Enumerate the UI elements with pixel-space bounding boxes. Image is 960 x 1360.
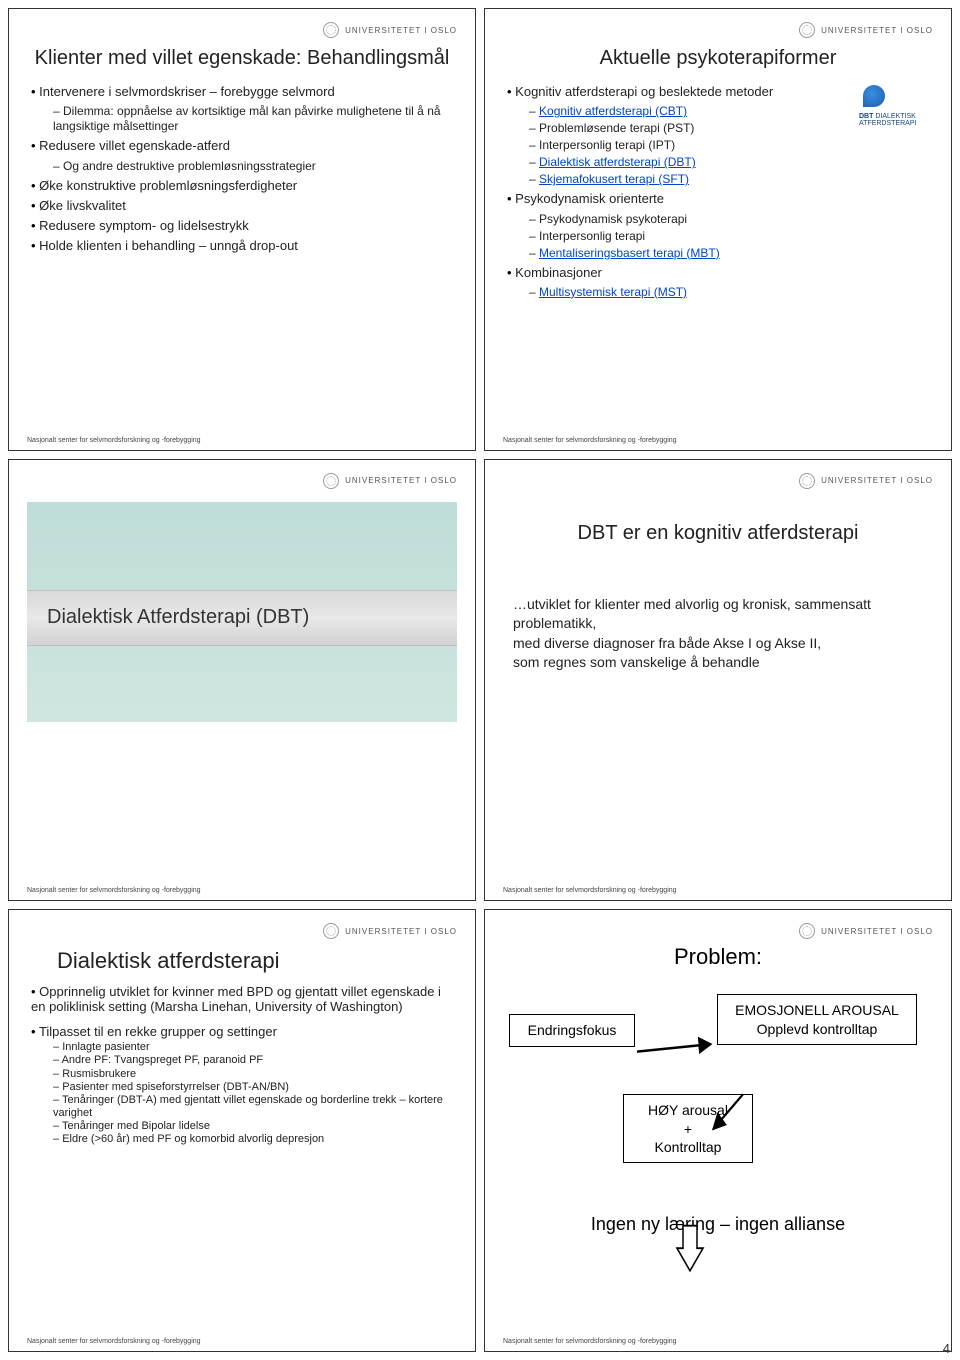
box-line: + xyxy=(632,1120,744,1138)
diagram-outcome: Ingen ny læring – ingen allianse xyxy=(503,1214,933,1235)
sub-bullet: Psykodynamisk psykoterapi xyxy=(529,212,933,227)
box-line: Opplevd kontrolltap xyxy=(726,1020,908,1038)
slide-footer: Nasjonalt senter for selvmordsforskning … xyxy=(27,437,201,444)
university-name: UNIVERSITETET I OSLO xyxy=(345,476,457,485)
dbt-logo: DBT DIALEKTISK ATFERDSTERAPI xyxy=(859,81,929,127)
sub-bullet: Dilemma: oppnåelse av kortsiktige mål ka… xyxy=(53,104,457,134)
sub-bullet: Innlagte pasienter xyxy=(53,1041,457,1054)
paragraph: med diverse diagnoser fra både Akse I og… xyxy=(513,634,923,654)
bullet: Holde klienten i behandling – unngå drop… xyxy=(31,238,457,254)
link[interactable]: Dialektisk atferdsterapi (DBT) xyxy=(539,155,696,169)
slide-title: Klienter med villet egenskade: Behandlin… xyxy=(27,47,457,70)
logo-text-1: DBT xyxy=(859,113,873,120)
slide-footer: Nasjonalt senter for selvmordsforskning … xyxy=(503,437,677,444)
slide-5: UNIVERSITETET I OSLO Dialektisk atferdst… xyxy=(8,909,476,1352)
university-name: UNIVERSITETET I OSLO xyxy=(345,927,457,936)
slide-title: DBT er en kognitiv atferdsterapi xyxy=(503,522,933,545)
box-hoy-arousal: HØY arousal + Kontrolltap xyxy=(623,1094,753,1163)
link[interactable]: Mentaliseringsbasert terapi (MBT) xyxy=(539,246,720,260)
banner-title: Dialektisk Atferdsterapi (DBT) xyxy=(47,606,309,629)
slide-header: UNIVERSITETET I OSLO xyxy=(27,920,457,942)
university-name: UNIVERSITETET I OSLO xyxy=(821,927,933,936)
university-seal-icon xyxy=(323,22,339,38)
bullet: Øke konstruktive problemløsningsferdighe… xyxy=(31,178,457,194)
sub-bullet: Andre PF: Tvangspreget PF, paranoid PF xyxy=(53,1054,457,1067)
page-number: 4 xyxy=(943,1341,950,1356)
bullet: Kombinasjoner xyxy=(507,265,933,281)
bullet: Opprinnelig utviklet for kvinner med BPD… xyxy=(31,985,457,1015)
slide-4: UNIVERSITETET I OSLO DBT er en kognitiv … xyxy=(484,459,952,902)
university-seal-icon xyxy=(799,473,815,489)
university-seal-icon xyxy=(799,923,815,939)
slide-title: Aktuelle psykoterapiformer xyxy=(503,47,933,70)
slide-header: UNIVERSITETET I OSLO xyxy=(27,19,457,41)
university-seal-icon xyxy=(799,22,815,38)
paragraph: som regnes som vanskelige å behandle xyxy=(513,653,923,673)
body-text: …utviklet for klienter med alvorlig og k… xyxy=(503,595,933,673)
slide-footer: Nasjonalt senter for selvmordsforskning … xyxy=(503,1338,677,1345)
slide-6: UNIVERSITETET I OSLO Problem: Endringsfo… xyxy=(484,909,952,1352)
slide-header: UNIVERSITETET I OSLO xyxy=(503,920,933,942)
bullet: Intervenere i selvmordskriser – forebygg… xyxy=(31,84,457,100)
sub-bullet: Tenåringer med Bipolar lidelse xyxy=(53,1120,457,1133)
bullet-list: Opprinnelig utviklet for kvinner med BPD… xyxy=(27,984,457,1146)
slide-footer: Nasjonalt senter for selvmordsforskning … xyxy=(27,1338,201,1345)
university-seal-icon xyxy=(323,473,339,489)
bullet: Redusere symptom- og lidelsestrykk xyxy=(31,218,457,234)
box-line: EMOSJONELL AROUSAL xyxy=(726,1001,908,1019)
slide-header: UNIVERSITETET I OSLO xyxy=(503,19,933,41)
sub-bullet: Eldre (>60 år) med PF og komorbid alvorl… xyxy=(53,1133,457,1146)
sub-bullet: Pasienter med spiseforstyrrelser (DBT-AN… xyxy=(53,1081,457,1094)
link[interactable]: Skjemafokusert terapi (SFT) xyxy=(539,172,689,186)
bullet: Psykodynamisk orienterte xyxy=(507,191,933,207)
box-line: Kontrolltap xyxy=(632,1138,744,1156)
link[interactable]: Kognitiv atferdsterapi (CBT) xyxy=(539,104,687,118)
paragraph: …utviklet for klienter med alvorlig og k… xyxy=(513,595,923,634)
slide-1: UNIVERSITETET I OSLO Klienter med villet… xyxy=(8,8,476,451)
sub-bullet: Og andre destruktive problemløsningsstra… xyxy=(53,159,457,174)
bullet: Tilpasset til en rekke grupper og settin… xyxy=(31,1025,457,1040)
slide-3: UNIVERSITETET I OSLO Dialektisk Atferdst… xyxy=(8,459,476,902)
bullet: Redusere villet egenskade-atferd xyxy=(31,138,457,154)
diagram-title: Problem: xyxy=(503,944,933,970)
slide-2: UNIVERSITETET I OSLO Aktuelle psykoterap… xyxy=(484,8,952,451)
slide-header: UNIVERSITETET I OSLO xyxy=(27,470,457,492)
problem-diagram: Problem: Endringsfokus EMOSJONELL AROUSA… xyxy=(503,944,933,1345)
university-seal-icon xyxy=(323,923,339,939)
box-line: HØY arousal xyxy=(632,1101,744,1119)
box-endringsfokus: Endringsfokus xyxy=(509,1014,635,1046)
sub-bullet: Interpersonlig terapi (IPT) xyxy=(529,138,933,153)
slide-header: UNIVERSITETET I OSLO xyxy=(503,470,933,492)
slide-footer: Nasjonalt senter for selvmordsforskning … xyxy=(503,887,677,894)
title-banner: Dialektisk Atferdsterapi (DBT) xyxy=(27,502,457,722)
university-name: UNIVERSITETET I OSLO xyxy=(345,26,457,35)
sub-bullet: Tenåringer (DBT-A) med gjentatt villet e… xyxy=(53,1094,457,1120)
slide-title: Dialektisk atferdsterapi xyxy=(57,948,457,974)
sub-bullet: Rusmisbrukere xyxy=(53,1068,457,1081)
link[interactable]: Multisystemisk terapi (MST) xyxy=(539,285,687,299)
sub-bullet: Interpersonlig terapi xyxy=(529,229,933,244)
university-name: UNIVERSITETET I OSLO xyxy=(821,26,933,35)
dbt-logo-icon xyxy=(859,81,889,111)
bullet-list: Intervenere i selvmordskriser – forebygg… xyxy=(27,80,457,259)
slide-footer: Nasjonalt senter for selvmordsforskning … xyxy=(27,887,201,894)
bullet: Øke livskvalitet xyxy=(31,198,457,214)
box-emosjonell: EMOSJONELL AROUSAL Opplevd kontrolltap xyxy=(717,994,917,1044)
university-name: UNIVERSITETET I OSLO xyxy=(821,476,933,485)
